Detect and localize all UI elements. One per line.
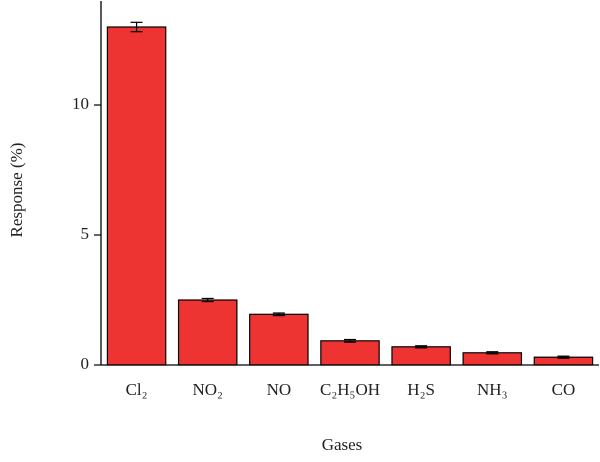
x-tick-label: NO₂	[192, 380, 222, 399]
x-tick-label: NH₃	[477, 380, 508, 399]
bar	[106, 26, 167, 366]
x-tick-label: H₂S	[407, 380, 435, 399]
x-tick-label: CO	[552, 380, 576, 399]
x-axis-label: Gases	[322, 435, 363, 454]
x-tick-label: Cl₂	[126, 380, 148, 399]
y-tick-label: 5	[81, 224, 90, 243]
x-tick-label: NO	[267, 380, 292, 399]
bar	[462, 352, 523, 366]
y-tick-label: 0	[81, 354, 90, 373]
bar	[177, 299, 238, 366]
x-tick-label: C₂H₅OH	[320, 380, 380, 399]
y-tick-label: 10	[72, 94, 89, 113]
y-axis-label: Response (%)	[7, 143, 26, 238]
bar	[320, 340, 380, 366]
bar	[249, 313, 309, 366]
bar	[391, 346, 451, 366]
